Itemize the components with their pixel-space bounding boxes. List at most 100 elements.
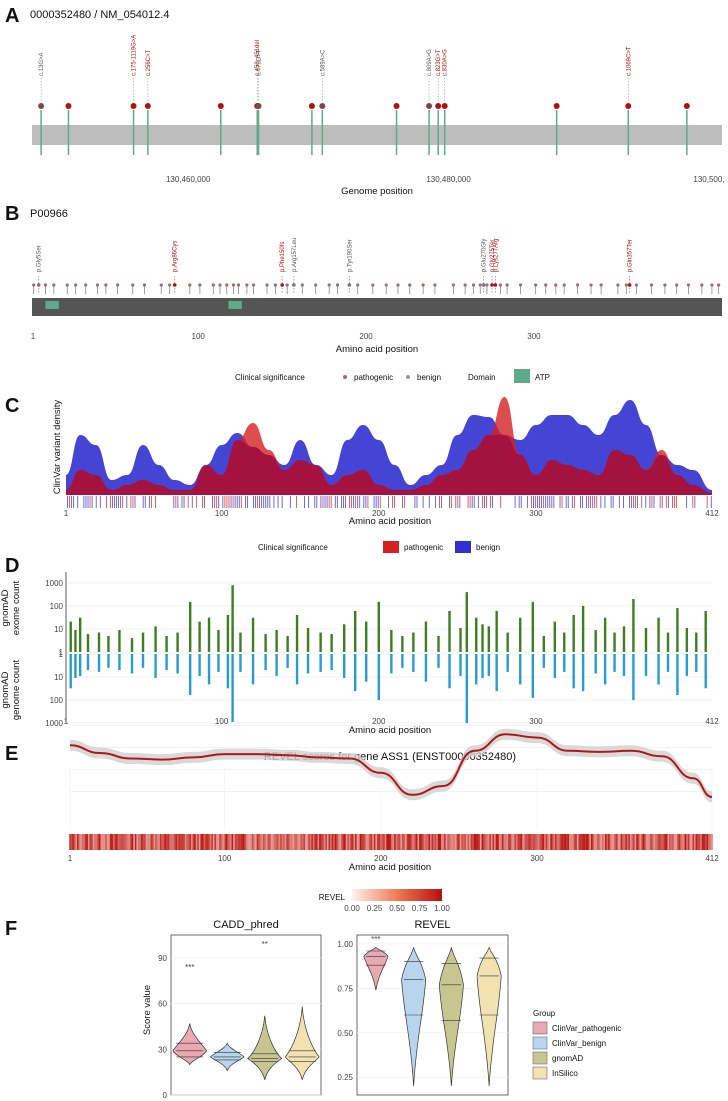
genome-bar [459,654,462,676]
variant-dot [624,283,628,287]
revel-strip-cell [683,834,685,850]
variant-dot [280,283,284,287]
revel-strip-cell [595,834,598,850]
x-tick-label: 300 [527,332,541,341]
revel-strip-cell [411,834,414,850]
revel-strip-cell [297,834,300,850]
revel-strip-cell [220,834,223,850]
variant-dot [211,283,215,287]
revel-strip-cell [465,834,468,850]
y-tick-label-top: 10 [54,625,63,634]
legend-tick-label: 0.00 [344,904,360,913]
x-tick-label: 300 [529,509,543,518]
variant-dot [225,283,229,287]
variant-label: c.256C>T [146,49,152,76]
revel-strip-cell [348,834,351,850]
revel-strip-cell [555,834,557,850]
variant-dot [663,283,667,287]
variant-dot [74,283,78,287]
exome-bar [581,605,585,652]
exome-bar [542,635,546,652]
exome-bar [286,635,289,652]
revel-strip-cell [112,834,115,850]
revel-strip-cell [406,834,409,850]
genome-bar [264,654,267,671]
revel-strip-cell [300,834,303,850]
y-tick-label: 30 [158,1045,167,1054]
revel-strip-cell [658,834,660,850]
legend-title: Clinical significance [235,373,305,382]
revel-strip-cell [261,834,264,850]
revel-strip-cell [153,834,156,850]
panel-d-ylabel-bottom: gnomADgenome count [0,660,22,721]
panel-e: E REVEL scores for gene ASS1 (ENST000003… [5,725,719,913]
exome-bar [676,608,679,652]
revel-strip-cell [231,834,234,850]
revel-strip-cell [556,834,559,850]
genome-bar [330,654,333,671]
exome-bar [78,617,82,652]
genome-bar [475,654,478,685]
genome-bar [481,654,484,678]
significance-label: *** [371,935,380,944]
revel-strip-cell [364,834,367,850]
revel-strip-cell [495,834,498,850]
revel-strip-cell [77,834,79,850]
revel-strip-cell [358,834,361,850]
genome-bar [231,654,234,722]
panel-d-ylabel-top: gnomADexome count [0,580,22,635]
revel-strip-cell [289,834,292,850]
variant-dot [131,283,135,287]
revel-strip-cell [200,834,203,850]
variant-dot [255,103,262,109]
revel-strip-cell [553,834,556,850]
revel-strip-cell [161,834,164,850]
variant-dot [478,283,482,287]
exome-bar [226,614,230,652]
revel-strip-cell [228,834,231,850]
x-tick-label: 130,460,000 [166,175,211,184]
revel-strip-cell [181,834,184,850]
genome-bar [465,654,469,724]
variant-label: c.175-1119G>A [132,35,138,76]
revel-strip-cell [472,834,475,850]
exome-bar [343,624,346,652]
genome-bar [685,654,689,676]
genome-bar [86,654,90,671]
variant-dot [616,283,620,287]
variant-dot [576,283,580,287]
revel-strip-cell [83,834,86,850]
variant-dot [393,103,400,109]
exome-bar [251,617,255,652]
variant-dot [327,283,331,287]
variant-label: c.589A>C [320,49,326,76]
exome-bar [275,630,278,652]
revel-strip-cell [212,834,215,850]
revel-strip-cell [659,834,662,850]
panel-a-label: A [5,5,19,27]
variant-dot [319,103,326,109]
revel-strip-cell [690,834,693,850]
revel-strip-cell [654,834,657,850]
genome-bar [251,654,255,685]
revel-strip-cell [565,834,568,850]
revel-strip-cell [531,834,534,850]
revel-strip-cell [350,834,353,850]
legend-key-atp [514,369,530,383]
genome-bar [542,654,546,668]
genome-bar [107,654,110,668]
panel-d-label: D [5,555,19,577]
revel-strip-cell [539,834,542,850]
variant-dot [426,103,433,109]
violin-InSilico [476,946,502,1087]
genome-bar [319,654,322,672]
revel-strip-cell [611,834,614,850]
revel-strip-cell [342,834,345,850]
revel-strip-cell [242,834,245,850]
exome-bar [622,626,626,652]
revel-strip-cell [201,834,204,850]
variant-dot [371,283,375,287]
revel-strip-cell [609,834,612,850]
revel-strip-cell [580,834,582,850]
revel-strip-cell [380,834,382,850]
